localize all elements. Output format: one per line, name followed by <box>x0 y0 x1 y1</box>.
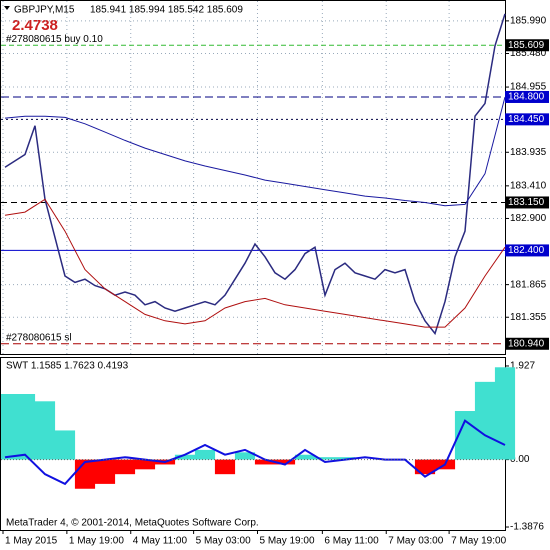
menu-icon <box>4 6 10 10</box>
y-tick-label: -1.3876 <box>510 522 544 533</box>
y-tick-label: 184.955 <box>510 82 547 93</box>
histogram-bar <box>494 367 516 460</box>
histogram-bar <box>274 459 296 465</box>
price-line <box>4 13 506 336</box>
histogram-bar <box>294 454 316 460</box>
y-tick-label: 0.00 <box>510 454 530 465</box>
level-box <box>505 244 549 257</box>
histogram-bar <box>174 454 196 460</box>
level-label: 183.150 <box>508 197 545 208</box>
histogram-bar <box>314 457 336 460</box>
level-box <box>505 90 549 103</box>
y-tick-label: 181.865 <box>510 279 547 290</box>
y-tick-label: 182.900 <box>510 213 547 224</box>
histogram-bar <box>114 459 136 475</box>
quotes: 185.941 185.994 185.542 185.609 <box>90 5 243 16</box>
histogram-bar <box>254 459 276 465</box>
sub-panel <box>0 357 506 531</box>
level-label: 180.940 <box>508 338 545 349</box>
y-tick-label: 1.927 <box>510 361 535 372</box>
histogram-bar <box>134 459 156 470</box>
histogram-bar <box>94 459 116 484</box>
histogram-bar <box>34 401 56 460</box>
level-label: 184.450 <box>508 114 545 125</box>
x-tick-label: 5 May 03:00 <box>196 536 251 547</box>
histogram-bar <box>54 430 76 460</box>
x-tick-label: 4 May 11:00 <box>133 536 188 547</box>
profit: 2.4738 <box>12 17 58 34</box>
histogram-bar <box>74 459 96 489</box>
histogram-bar <box>214 459 236 475</box>
y-tick-label: 181.355 <box>510 312 547 323</box>
main-panel <box>0 0 506 355</box>
histogram-bar <box>474 381 496 460</box>
x-tick-label: 1 May 2015 <box>5 536 58 547</box>
histogram-bar <box>14 394 36 460</box>
order-label: #278080615 sl <box>6 332 72 343</box>
oscillator-line <box>4 419 506 486</box>
level-box <box>505 196 549 209</box>
y-tick-label: 185.480 <box>510 48 547 59</box>
histogram-bar <box>194 449 216 460</box>
histogram-bar <box>234 452 256 460</box>
x-tick-label: 5 May 19:00 <box>259 536 314 547</box>
order-label: #278080615 buy 0.10 <box>6 34 103 45</box>
x-tick-label: 6 May 11:00 <box>324 536 379 547</box>
price-line <box>4 198 506 328</box>
level-label: 185.609 <box>508 40 545 51</box>
symbol: GBPJPY,M15 <box>14 5 75 16</box>
histogram-bar <box>334 457 356 460</box>
level-label: 184.800 <box>508 92 545 103</box>
price-line <box>4 96 506 207</box>
copyright: MetaTrader 4, © 2001-2014, MetaQuotes So… <box>6 518 259 529</box>
y-tick-label: 185.990 <box>510 16 547 27</box>
x-tick-label: 7 May 03:00 <box>388 536 443 547</box>
histogram-bar <box>414 459 436 475</box>
y-tick-label: 183.410 <box>510 180 547 191</box>
level-box <box>505 337 549 350</box>
y-tick-label: 183.935 <box>510 147 547 158</box>
level-box <box>505 39 549 52</box>
x-tick-label: 1 May 19:00 <box>69 536 124 547</box>
level-label: 182.400 <box>508 245 545 256</box>
indicator-title: SWT 1.1585 1.7623 0.4193 <box>6 361 129 372</box>
x-tick-label: 7 May 19:00 <box>451 536 506 547</box>
level-box <box>505 113 549 126</box>
